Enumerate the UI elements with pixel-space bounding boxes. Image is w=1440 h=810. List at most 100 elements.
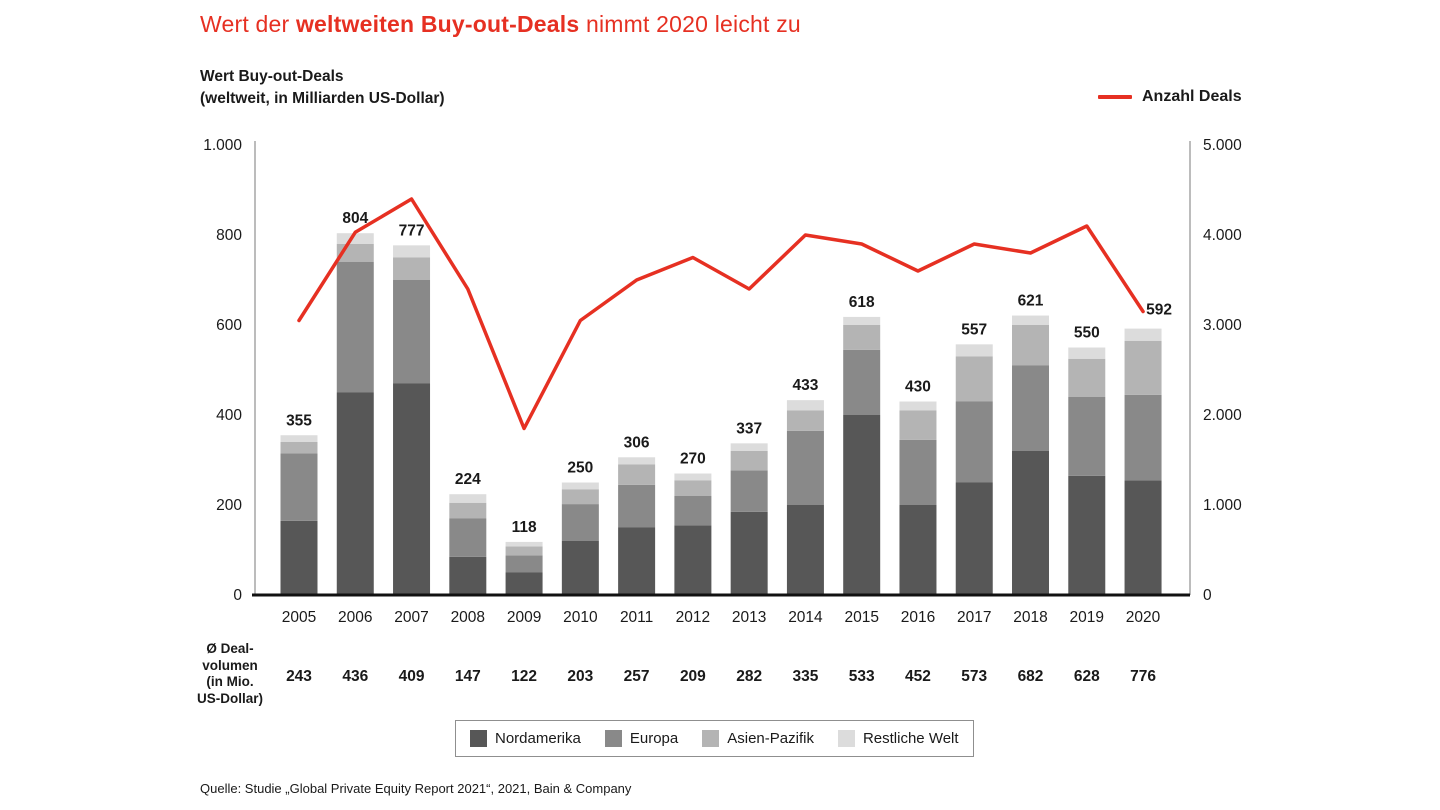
bar-total-label: 337 (736, 420, 762, 437)
left-axis-title: Wert Buy-out-Deals (weltweit, in Milliar… (200, 66, 445, 110)
right-axis-tick: 2.000 (1203, 407, 1242, 424)
bar-segment-asien-pazifik (843, 325, 881, 350)
avg-deal-value: 257 (624, 668, 650, 685)
avg-label-line: volumen (202, 657, 258, 673)
bar-total-label: 270 (680, 451, 706, 468)
avg-deal-value: 203 (567, 668, 593, 685)
bar-segment-europa (336, 262, 374, 393)
bar-segment-restliche-welt (843, 316, 881, 325)
bar-segment-nordamerika (336, 392, 374, 595)
bar-segment-restliche-welt (730, 443, 768, 451)
avg-label-line: (in Mio. (206, 674, 254, 689)
bar-segment-nordamerika (786, 505, 824, 595)
left-axis-tick: 400 (216, 407, 242, 424)
bar-segment-europa (1068, 397, 1106, 476)
right-axis-tick: 4.000 (1203, 227, 1242, 244)
bar-segment-asien-pazifik (449, 502, 487, 519)
bar-segment-europa (730, 470, 768, 512)
right-axis-tick: 0 (1203, 587, 1212, 604)
left-axis-tick: 600 (216, 317, 242, 334)
legend-swatch-restliche-welt (837, 730, 855, 747)
avg-deal-value: 436 (342, 668, 368, 685)
bar-total-label: 621 (1018, 293, 1044, 310)
bar-segment-nordamerika (1012, 451, 1050, 595)
bar-segment-restliche-welt (786, 400, 824, 411)
legend-item-nordamerika: Nordamerika (470, 730, 581, 747)
bar-segment-asien-pazifik (899, 410, 937, 440)
bar-total-label: 224 (455, 471, 481, 488)
bar-segment-europa (449, 518, 487, 557)
legend-item-restliche-welt: Restliche Welt (837, 730, 959, 747)
year-label: 2019 (1070, 609, 1104, 626)
legend-label-restliche-welt: Restliche Welt (862, 730, 959, 747)
bar-segment-europa (505, 555, 543, 573)
year-label: 2009 (507, 609, 541, 626)
avg-deal-value: 682 (1018, 668, 1044, 685)
year-label: 2020 (1126, 609, 1161, 626)
legend-label-europa: Europa (629, 730, 679, 747)
bar-segment-nordamerika (393, 383, 431, 595)
bar-total-label: 550 (1074, 325, 1100, 342)
year-label: 2011 (620, 609, 653, 626)
avg-deal-value: 776 (1130, 668, 1156, 685)
line-series-icon (1098, 95, 1132, 99)
bar-total-label: 355 (286, 412, 312, 429)
bar-segment-nordamerika (955, 482, 993, 595)
avg-label-line: Ø Deal- (206, 641, 254, 656)
year-label: 2015 (844, 609, 878, 626)
year-label: 2014 (788, 609, 823, 626)
bar-segment-restliche-welt (393, 245, 431, 258)
avg-deal-value: 335 (792, 668, 818, 685)
right-axis-tick: 3.000 (1203, 317, 1242, 334)
left-axis-tick: 200 (216, 497, 242, 514)
year-label: 2007 (394, 609, 428, 626)
page-title: Wert der weltweiten Buy-out-Deals nimmt … (200, 11, 801, 38)
bar-total-label: 250 (567, 460, 593, 477)
avg-deal-value: 209 (680, 668, 706, 685)
legend-item-asien-pazifik: Asien-Pazifik (702, 730, 814, 747)
deals-count-line (297, 197, 1145, 431)
legend-swatch-asien-pazifik (702, 730, 720, 747)
bar-segment-asien-pazifik (561, 489, 599, 505)
bar-segment-restliche-welt (674, 473, 712, 481)
avg-deal-value: 409 (399, 668, 425, 685)
bar-segment-nordamerika (449, 556, 487, 595)
bar-total-label: 804 (342, 210, 368, 227)
bar-segment-nordamerika (1124, 480, 1162, 595)
avg-deal-value: 628 (1074, 668, 1100, 685)
bar-segment-restliche-welt (618, 457, 656, 465)
legend-swatch-nordamerika (470, 730, 487, 747)
bar-segment-asien-pazifik (1012, 325, 1050, 366)
legend-item-europa: Europa (604, 730, 679, 747)
bar-segment-europa (1012, 365, 1050, 451)
source-note: Quelle: Studie „Global Private Equity Re… (200, 781, 632, 796)
bar-total-label: 118 (512, 519, 537, 536)
series-legend: Nordamerika Europa Asien-Pazifik Restlic… (455, 720, 974, 757)
right-axis-tick: 5.000 (1203, 137, 1242, 154)
legend-swatch-europa (604, 730, 622, 747)
bar-segment-europa (1124, 394, 1162, 481)
year-label: 2012 (676, 609, 710, 626)
bar-segment-asien-pazifik (674, 480, 712, 496)
bar-segment-nordamerika (674, 525, 712, 595)
bar-segment-europa (674, 496, 712, 526)
year-label: 2006 (338, 609, 372, 626)
title-suffix: nimmt 2020 leicht zu (579, 11, 801, 37)
bar-segment-restliche-welt (449, 494, 487, 503)
left-axis-title-line1: Wert Buy-out-Deals (200, 68, 344, 85)
avg-deal-value: 282 (736, 668, 762, 685)
avg-deal-volume-label: Ø Deal- volumen (in Mio. US-Dollar) (190, 641, 270, 707)
left-axis-tick: 800 (216, 227, 242, 244)
year-label: 2017 (957, 609, 991, 626)
bar-segment-nordamerika (505, 572, 543, 595)
avg-deal-value: 122 (511, 668, 537, 685)
legend-label-asien-pazifik: Asien-Pazifik (727, 730, 814, 747)
avg-deal-value: 573 (961, 668, 987, 685)
right-axis-tick: 1.000 (1203, 497, 1242, 514)
bar-segment-restliche-welt (336, 233, 374, 244)
bar-total-label: 430 (905, 379, 931, 396)
bar-segment-asien-pazifik (955, 356, 993, 402)
bar-total-label: 618 (849, 294, 875, 311)
bar-segment-restliche-welt (1068, 347, 1106, 359)
bar-segment-nordamerika (730, 511, 768, 595)
